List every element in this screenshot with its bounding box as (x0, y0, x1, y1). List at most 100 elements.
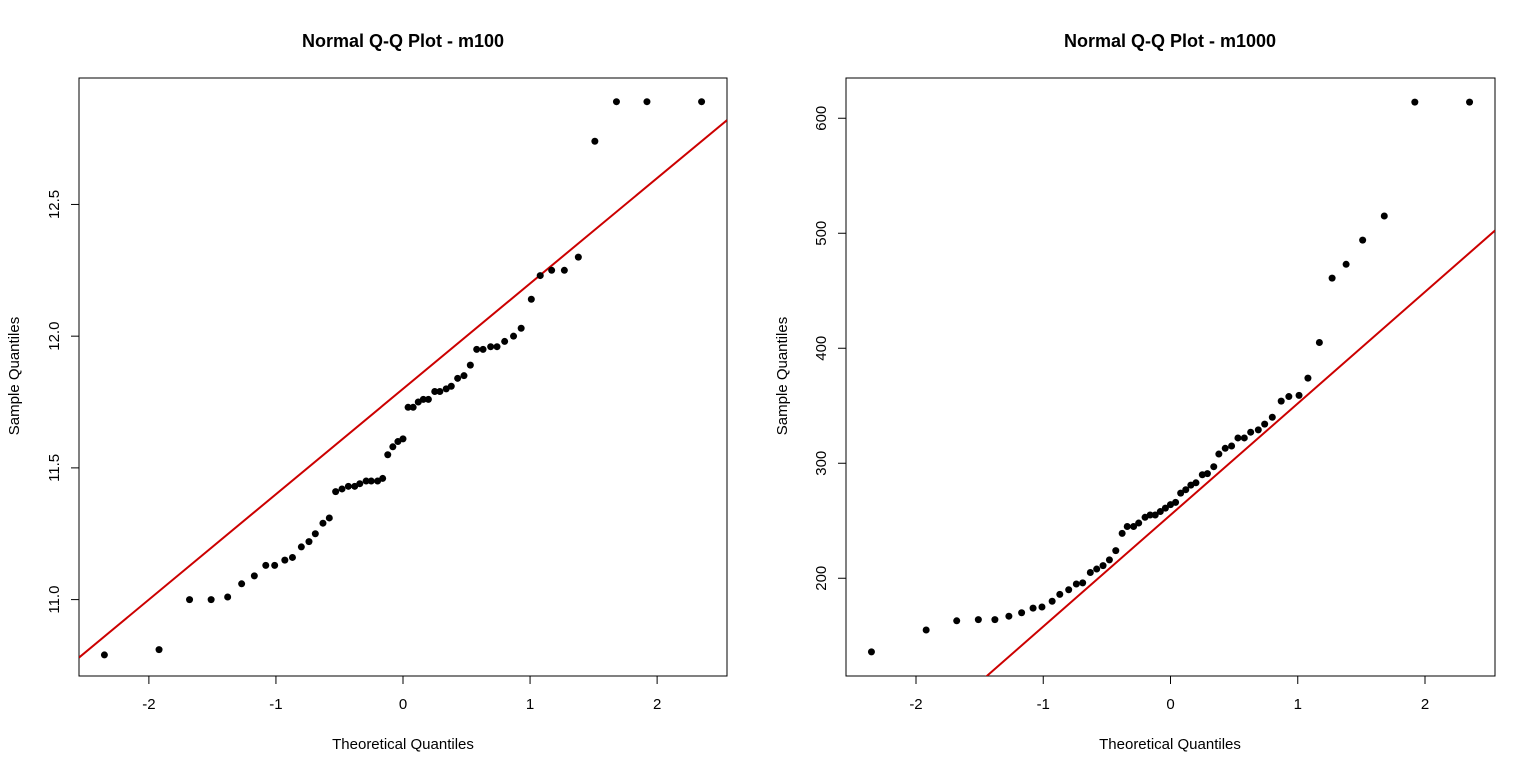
data-point (1192, 479, 1200, 487)
data-point (238, 580, 246, 588)
data-point (527, 295, 535, 303)
data-point (501, 337, 509, 345)
data-point (356, 480, 364, 488)
data-point (1029, 604, 1037, 612)
x-tick-label: 1 (1294, 696, 1302, 713)
data-point (698, 98, 706, 106)
qq-reference-line (79, 119, 727, 659)
x-axis-label: Theoretical Quantiles (1099, 736, 1241, 753)
data-point (591, 137, 599, 145)
data-point (922, 626, 930, 634)
data-point (1079, 579, 1087, 587)
data-point (1182, 486, 1190, 494)
x-tick-label: 2 (653, 696, 661, 713)
y-tick-label: 200 (813, 566, 830, 591)
chart-title: Normal Q-Q Plot - m1000 (1064, 31, 1276, 51)
data-point (991, 616, 999, 624)
data-point (1112, 547, 1120, 555)
data-point (100, 651, 108, 659)
data-point (1123, 523, 1131, 530)
data-point (493, 343, 501, 351)
data-point (1411, 98, 1419, 106)
data-point (1156, 508, 1164, 516)
points-group (867, 98, 1474, 656)
x-axis-label: Theoretical Quantiles (332, 736, 474, 753)
data-point (1304, 374, 1312, 382)
qq-plot-m100: Normal Q-Q Plot - m100 Theoretical Quant… (6, 31, 728, 753)
data-point (1161, 504, 1169, 512)
data-point (867, 648, 875, 656)
y-tick-label: 300 (813, 451, 830, 476)
data-point (510, 332, 518, 340)
x-tick-label: -1 (1037, 696, 1050, 713)
data-point (1247, 428, 1255, 436)
data-point (454, 374, 462, 382)
y-tick-label: 500 (813, 221, 830, 246)
data-point (379, 474, 387, 482)
data-point (305, 538, 313, 546)
x-tick-label: 2 (1421, 696, 1429, 713)
y-tick-label: 600 (813, 106, 830, 131)
data-point (1277, 397, 1285, 405)
y-tick-label: 11.0 (46, 586, 63, 614)
data-point (431, 387, 439, 395)
data-point (1135, 519, 1143, 527)
data-point (479, 345, 487, 353)
data-point (404, 403, 412, 411)
data-point (1177, 489, 1185, 497)
data-point (311, 530, 319, 538)
data-point (399, 435, 407, 443)
data-point (384, 451, 392, 459)
data-point (297, 543, 305, 551)
data-point (224, 593, 232, 601)
qq-reference-line (985, 229, 1495, 676)
data-point (325, 514, 333, 522)
data-point (262, 561, 270, 569)
reference-line-group (79, 119, 727, 659)
data-point (281, 556, 289, 564)
data-point (332, 488, 340, 496)
data-point (1315, 339, 1323, 346)
data-point (1146, 511, 1154, 519)
y-axis-label: Sample Quantiles (774, 317, 791, 435)
data-point (1018, 609, 1026, 617)
x-tick-label: -2 (909, 696, 922, 713)
data-point (419, 395, 427, 403)
data-point (1093, 565, 1101, 573)
x-tick-label: -1 (269, 696, 282, 713)
points-group (100, 98, 706, 659)
data-point (424, 395, 432, 403)
data-point (250, 572, 258, 580)
data-point (974, 616, 982, 624)
data-point (1221, 444, 1229, 452)
data-point (1254, 426, 1262, 434)
data-point (344, 482, 352, 490)
data-point (560, 266, 568, 274)
x-tick-label: -2 (142, 696, 155, 713)
data-point (1086, 569, 1094, 576)
data-point (367, 477, 375, 485)
data-point (1359, 236, 1367, 244)
data-point (1466, 98, 1474, 106)
data-point (487, 343, 495, 351)
y-tick-label: 11.5 (46, 454, 63, 482)
y-tick-label: 12.5 (46, 190, 63, 219)
data-point (548, 266, 556, 274)
data-point (155, 646, 163, 654)
x-axis: -2 -1 0 1 2 (909, 676, 1429, 713)
data-point (517, 324, 525, 332)
x-axis: -2 -1 0 1 2 (142, 676, 661, 713)
data-point (1285, 393, 1293, 401)
data-point (1203, 470, 1211, 478)
data-point (447, 382, 455, 390)
data-point (362, 477, 370, 485)
data-point (460, 372, 468, 380)
data-point (1261, 420, 1269, 428)
y-axis-label: Sample Quantiles (6, 317, 23, 435)
data-point (1380, 212, 1388, 220)
data-point (473, 345, 481, 353)
data-point (612, 98, 620, 106)
data-point (1048, 597, 1056, 605)
